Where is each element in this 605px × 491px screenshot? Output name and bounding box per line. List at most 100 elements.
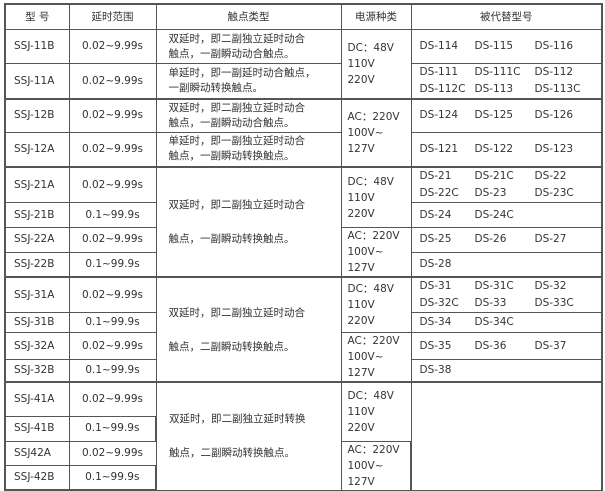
power-cell: DC：48V 110V 220V (340, 166, 412, 228)
replaced-model: DS-122 (474, 142, 514, 155)
model-cell: SSJ-11B (4, 29, 70, 64)
delay-cell: 0.02~9.99s (68, 29, 157, 64)
replaced-line: DS-25 DS-26 DS-27 (419, 231, 601, 248)
header-replaced: 被代替型号 (410, 3, 603, 30)
header-delay: 延时范围 (68, 3, 157, 30)
contact-line: 双延时，即二副独立延时动合 (168, 306, 306, 319)
contact-line: 触点，一副瞬动转换触点。 (168, 150, 295, 163)
power-cell: AC：220V 100V~ 127V (340, 98, 412, 168)
power-cell: DC：48V 110V 220V (340, 276, 412, 333)
replaced-model: DS-116 (534, 40, 574, 52)
replaced-model: DS-23C (534, 187, 574, 199)
contact-cell: 双延时，即二副独立延时转换 触点，二副瞬动转换触点。 (155, 381, 342, 491)
model-cell: SSJ-42B (4, 464, 70, 491)
replaced-line: DS-22C DS-23 DS-23C (419, 185, 601, 202)
replaced-model: DS-25 (419, 233, 452, 246)
power-line: DC：48V (347, 42, 394, 54)
table-row: SSJ-32A 0.02~9.99s AC：220V 100V~ 127V DS-35 DS… (4, 331, 603, 383)
replaced-model: DS-24C (474, 208, 514, 221)
replaced-model: DS-28 (419, 257, 452, 270)
replaced-cell: DS-111 DS-111C DS-112 DS-112C DS-113 DS-113C (410, 63, 603, 100)
contact-cell: 双延时，即二副独立延时动合 触点，一副瞬动动合触点。 (155, 98, 342, 133)
replaced-model: DS-112 (534, 66, 574, 78)
delay-cell: 0.02~9.99s (68, 440, 157, 466)
replaced-model: DS-21C (474, 170, 514, 182)
power-cell: AC：220V 100V~ 127V (340, 332, 412, 383)
replaced-cell: DS-121 DS-122 DS-123 (410, 131, 603, 168)
contact-cell: 双延时，即二副独立延时动合 触点，二副瞬动转换触点。 (155, 276, 342, 383)
table-row: SSJ-31B 0.1~99.9s DS-34 DS-34C (4, 312, 603, 333)
contact-line: 双延时，即二副独立延时动合 (168, 32, 306, 45)
table-row: SSJ-41B 0.1~99.9s (4, 415, 602, 442)
replaced-model: DS-32C (419, 297, 459, 309)
model-cell: SSJ-31A (4, 276, 70, 313)
power-line: DC：48V (347, 389, 394, 402)
power-line: AC：220V (347, 230, 400, 242)
power-line: 127V (347, 143, 375, 155)
replaced-cell: DS-114 DS-115 DS-116 (410, 29, 603, 64)
power-line: 100V~ (347, 459, 384, 472)
replaced-line: DS-111 DS-111C DS-112 (419, 64, 601, 81)
power-cell: DC：48V 110V 220V (340, 29, 412, 100)
power-line: 110V (347, 405, 375, 418)
replaced-model: DS-23 (474, 187, 507, 199)
delay-cell: 0.02~9.99s (68, 227, 157, 253)
replaced-model: DS-121 (419, 142, 459, 155)
power-line: 100V~ (347, 351, 384, 363)
replaced-model: DS-31 (419, 280, 452, 292)
replaced-model: DS-22C (419, 187, 459, 199)
contact-cell: 双延时，即二副独立延时动合 触点，一副瞬动转换触点。 (155, 166, 342, 278)
replaced-model: DS-113 (474, 83, 514, 95)
replaced-line: DS-21 DS-21C DS-22 (420, 169, 601, 185)
model-cell: SSJ-32A (4, 331, 70, 361)
contact-line: 一副瞬动转换触点。 (168, 82, 264, 94)
table-row: SSJ-11A 0.02~9.99s 单延时，即一副延时动合触点， 一副瞬动转换触点。… (4, 63, 603, 100)
replaced-model: DS-125 (474, 109, 514, 122)
replaced-model: DS-31C (474, 280, 514, 292)
replaced-model: DS-111 (419, 66, 459, 78)
power-cell: DC：48V 110V 220V (340, 381, 412, 442)
replaced-model: DS-115 (474, 40, 514, 52)
model-cell: SSJ-22B (4, 251, 70, 278)
table-row: SSJ-32B 0.1~99.9s DS-38 (4, 359, 603, 383)
delay-cell: 0.02~9.99s (68, 276, 157, 313)
replaced-line: DS-112C DS-113 DS-113C (420, 81, 601, 98)
delay-cell: 0.02~9.99s (68, 131, 157, 168)
header-power: 电源种类 (340, 3, 412, 30)
model-cell: SSJ42A (4, 440, 70, 466)
model-cell: SSJ-22A (4, 227, 70, 253)
power-line: AC：220V (347, 335, 400, 347)
table-row: SSJ-31A 0.02~9.99s 双延时，即二副独立延时动合 触点，二副瞬动转换触… (4, 276, 603, 383)
replaced-cell: DS-28 (410, 251, 603, 278)
replaced-model: DS-35 (419, 339, 452, 352)
replaced-cell: DS-38 (410, 359, 603, 383)
model-cell: SSJ-41B (4, 415, 70, 442)
replaced-model: DS-111C (474, 66, 521, 78)
replaced-model: DS-24 (419, 208, 452, 221)
table-row: SSJ-21B 0.1~99.9s DS-24 DS-24C (4, 202, 603, 228)
replaced-model: DS-114 (419, 40, 459, 52)
replaced-line: DS-32C DS-33 DS-33C (419, 295, 601, 312)
delay-cell: 0.02~9.99s (68, 381, 157, 417)
replaced-model: DS-123 (534, 142, 574, 155)
power-line: 127V (347, 475, 375, 488)
replaced-line: DS-34 DS-34C (420, 314, 601, 331)
contact-line: 触点，二副瞬动转换触点。 (168, 340, 295, 353)
power-line: 127V (347, 367, 375, 379)
replaced-model: DS-38 (419, 364, 452, 377)
power-line: AC：220V (347, 111, 400, 123)
delay-cell: 0.1~99.9s (68, 415, 157, 442)
model-cell: SSJ-12B (4, 98, 70, 133)
replaced-model: DS-124 (419, 109, 459, 122)
contact-line: 双延时，即二副独立延时动合 (168, 101, 306, 114)
contact-cell: 单延时，即一副延时动合触点， 一副瞬动转换触点。 (155, 63, 342, 100)
contact-line: 触点，一副瞬动动合触点。 (168, 47, 295, 60)
replaced-line: DS-124 DS-125 DS-126 (419, 107, 601, 124)
contact-line: 单延时，即一副独立延时动合 (168, 135, 306, 148)
delay-cell: 0.1~99.9s (68, 464, 157, 491)
table-row: SSJ-12A 0.02~9.99s 单延时，即一副独立延时动合 触点，一副瞬动转换触… (4, 131, 603, 168)
power-line: 110V (347, 191, 375, 204)
replaced-model: DS-36 (474, 339, 507, 352)
replaced-line: DS-24 DS-24C (419, 207, 601, 224)
power-line: 220V (347, 207, 375, 220)
